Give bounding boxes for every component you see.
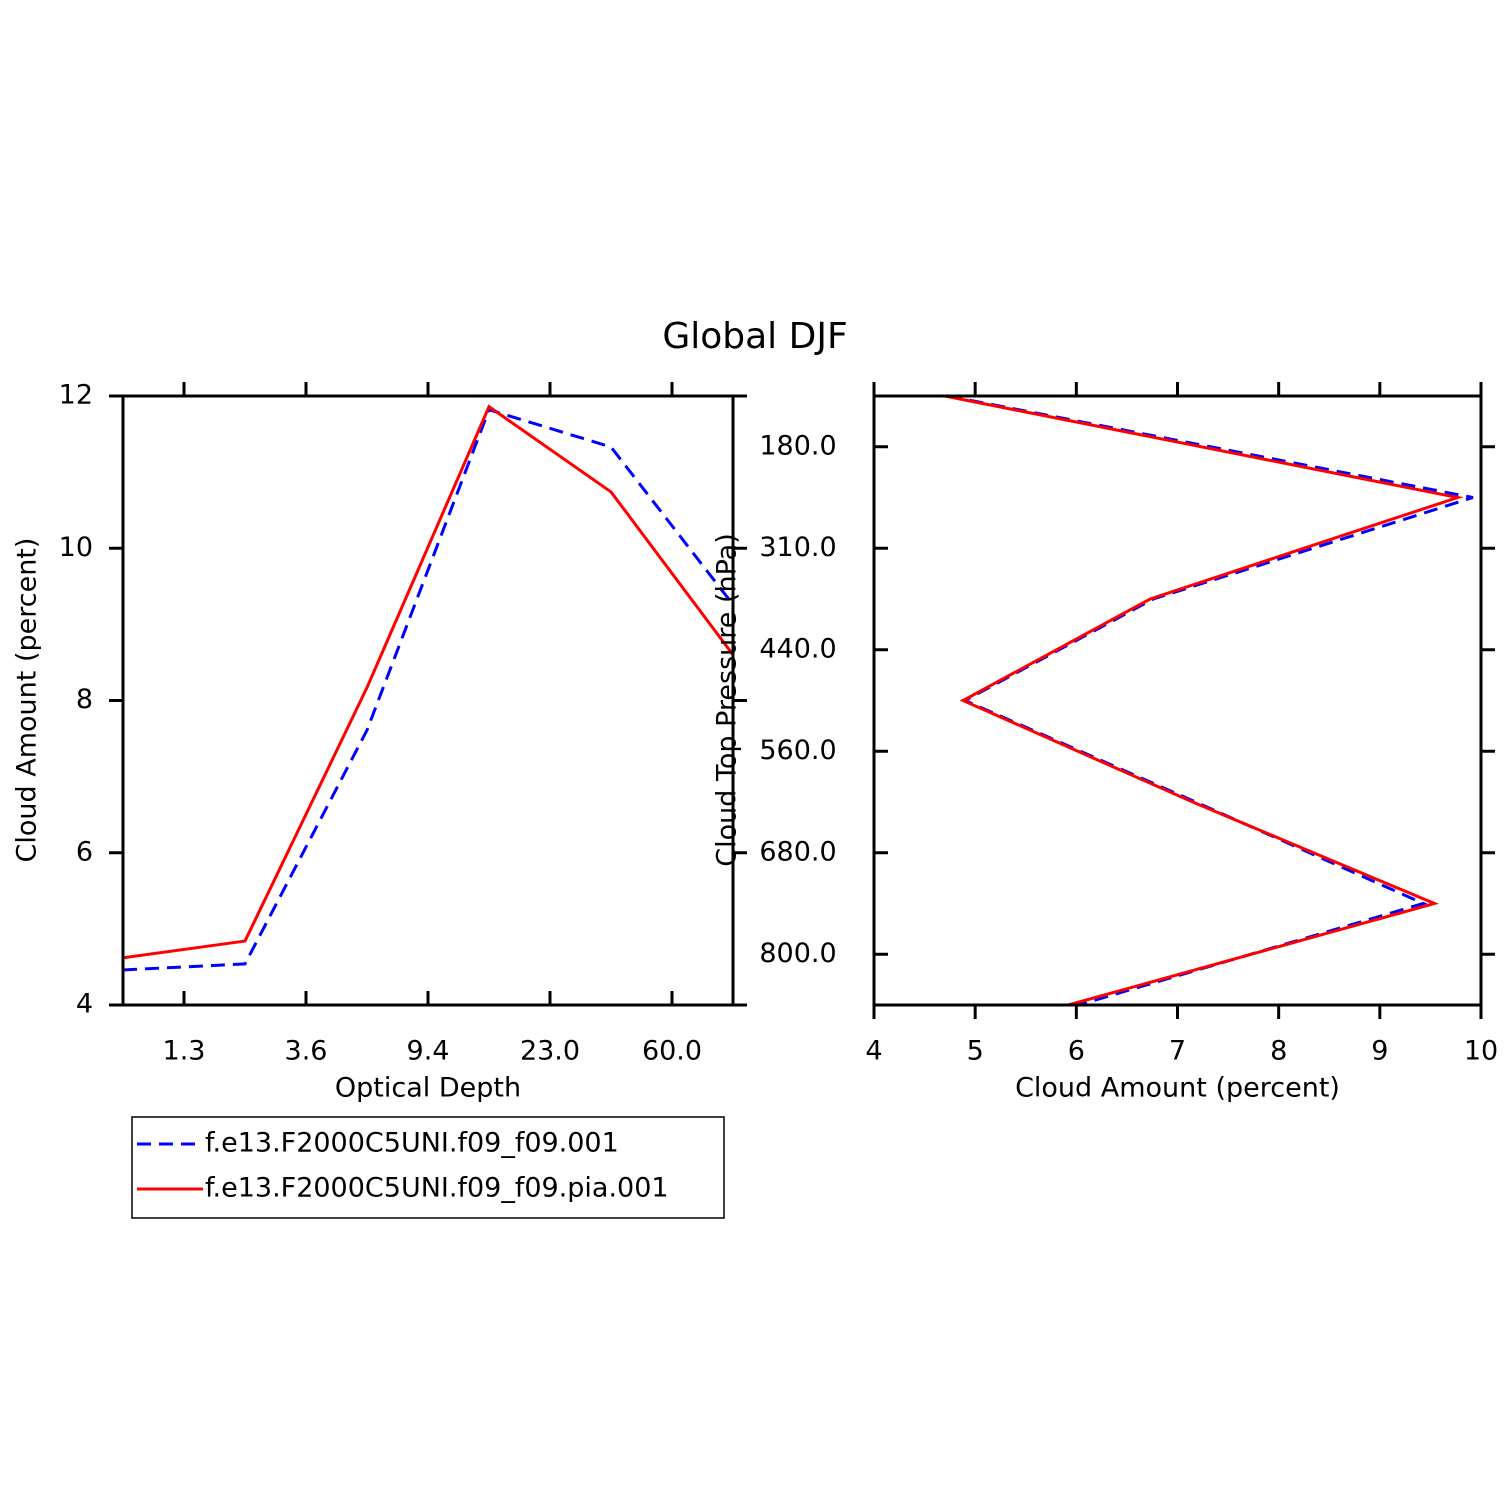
y-tick-label: 4 xyxy=(76,989,93,1020)
y-tick-label: 12 xyxy=(59,380,93,411)
legend-box xyxy=(131,1116,725,1219)
x-tick-label: 6 xyxy=(1068,1036,1085,1067)
series-line xyxy=(122,404,735,960)
series-line xyxy=(944,394,1464,1007)
x-axis-label: Cloud Amount (percent) xyxy=(1015,1073,1340,1104)
legend-label: f.e13.F2000C5UNI.f09_f09.pia.001 xyxy=(205,1173,669,1204)
x-tick-label: 9.4 xyxy=(407,1036,450,1067)
plot-frame xyxy=(121,394,735,1007)
y-tick-label: 8 xyxy=(76,684,93,715)
y-tick-label: 6 xyxy=(76,836,93,867)
plot-frame xyxy=(872,394,1483,1007)
x-tick-label: 9 xyxy=(1371,1036,1388,1067)
x-tick-label: 5 xyxy=(967,1036,984,1067)
y-axis-label: Cloud Top Pressure (hPa) xyxy=(712,533,743,867)
y-tick-label: 440.0 xyxy=(759,633,836,664)
y-tick-label: 800.0 xyxy=(759,938,836,969)
x-tick-label: 4 xyxy=(865,1036,882,1067)
figure-title: Global DJF xyxy=(662,316,847,357)
y-tick-label: 680.0 xyxy=(759,836,836,867)
x-axis-label: Optical Depth xyxy=(335,1073,521,1104)
y-tick-label: 560.0 xyxy=(759,735,836,766)
legend-label: f.e13.F2000C5UNI.f09_f09.001 xyxy=(205,1128,619,1159)
y-axis-label: Cloud Amount (percent) xyxy=(12,538,43,863)
series-line xyxy=(122,407,735,972)
x-tick-label: 7 xyxy=(1169,1036,1186,1067)
y-tick-label: 10 xyxy=(59,532,93,563)
x-tick-label: 1.3 xyxy=(163,1036,206,1067)
x-tick-label: 3.6 xyxy=(285,1036,328,1067)
y-tick-label: 310.0 xyxy=(759,532,836,563)
x-tick-label: 10 xyxy=(1464,1036,1498,1067)
x-tick-label: 8 xyxy=(1270,1036,1287,1067)
x-tick-label: 23.0 xyxy=(520,1036,580,1067)
x-tick-label: 60.0 xyxy=(642,1036,702,1067)
y-tick-label: 180.0 xyxy=(759,430,836,461)
